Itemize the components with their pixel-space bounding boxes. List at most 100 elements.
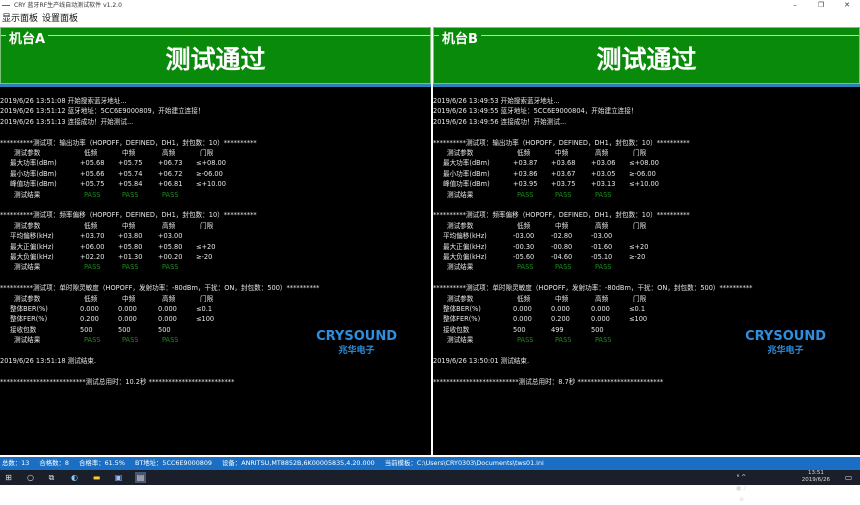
table-cell: +03.70 xyxy=(80,232,105,241)
app-icon-2[interactable]: ▣ xyxy=(114,473,123,482)
table-cell: +05.75 xyxy=(118,159,143,168)
column-header: 高频 xyxy=(595,149,609,157)
browser-icon[interactable]: ◐ xyxy=(71,473,78,482)
folder-icon[interactable]: ▬ xyxy=(92,473,101,482)
table-cell: 接收包数 xyxy=(10,325,37,334)
divider xyxy=(433,84,860,87)
column-header: 测试参数 xyxy=(14,294,41,303)
table-cell: 0.000 xyxy=(591,305,610,313)
pass-result: PASS xyxy=(595,336,612,345)
section-header: **********测试项：频率偏移（HOPOFF，DEFINED，DH1，封包… xyxy=(0,211,257,220)
table-cell: 500 xyxy=(591,325,604,334)
column-header: 中频 xyxy=(122,149,136,157)
table-cell: +03.87 xyxy=(513,159,538,168)
table-cell: -00.80 xyxy=(551,242,573,251)
result-label: 测试结果 xyxy=(447,336,474,345)
table-cell: 整体BER(%) xyxy=(443,305,481,313)
table-cell: ≤0.1 xyxy=(629,305,646,313)
column-header: 低频 xyxy=(517,221,531,230)
table-cell: 0.000 xyxy=(513,305,532,313)
table-cell: 最大功率(dBm) xyxy=(10,159,57,168)
table-cell: 平均偏移(kHz) xyxy=(10,232,54,241)
crysound-logo: CRYSOUND 兆华电子 xyxy=(745,329,826,356)
pass-result: PASS xyxy=(84,336,101,345)
table-cell: ≤+20 xyxy=(629,242,649,251)
column-header: 门限 xyxy=(200,294,214,303)
table-cell: 最大正偏(kHz) xyxy=(443,242,487,251)
clock[interactable]: 13:51 2019/6/26 xyxy=(801,470,830,483)
search-icon[interactable]: ○ xyxy=(27,473,34,482)
close-button[interactable]: ✕ xyxy=(844,1,850,9)
column-header: 高频 xyxy=(595,294,609,303)
table-cell: -02.80 xyxy=(551,232,573,241)
maximize-button[interactable]: ❐ xyxy=(817,1,825,9)
column-header: 高频 xyxy=(595,221,609,230)
log-end-line: 2019/6/26 13:51:18 测试结束. xyxy=(0,357,97,365)
section-header: **********测试项：单时隙灵敏度（HOPOFF，发射功率：-80dBm，… xyxy=(0,284,320,293)
section-header: **********测试项：输出功率（HOPOFF，DEFINED，DH1，封包… xyxy=(0,138,257,147)
table-cell: +05.75 xyxy=(80,180,105,189)
result-label: 测试结果 xyxy=(14,263,41,272)
table-cell: 0.000 xyxy=(118,305,137,313)
table-cell: 峰值功率(dBm) xyxy=(10,180,57,189)
table-cell: 平均偏移(kHz) xyxy=(443,232,487,241)
table-cell: ≤0.1 xyxy=(196,305,213,313)
tray-icons[interactable]: ᴿ ^ ● ♪ ⊕ xyxy=(736,474,747,503)
menu-bar: 显示面板 设置面板 xyxy=(0,11,80,27)
tab-display-panel[interactable]: 显示面板 xyxy=(0,11,41,27)
pass-result: PASS xyxy=(162,190,179,199)
column-header: 门限 xyxy=(200,149,214,157)
table-cell: 499 xyxy=(551,325,564,334)
table-cell: +06.81 xyxy=(158,180,183,189)
section-header: **********测试项：单时隙灵敏度（HOPOFF，发射功率：-80dBm，… xyxy=(433,284,753,293)
station-name: 机台A xyxy=(6,28,49,47)
table-cell: 0.000 xyxy=(513,315,532,324)
column-header: 中频 xyxy=(122,221,136,230)
section-header: **********测试项：输出功率（HOPOFF，DEFINED，DH1，封包… xyxy=(433,138,690,147)
table-cell: 500 xyxy=(80,325,93,334)
column-header: 低频 xyxy=(84,294,98,303)
pass-result: PASS xyxy=(122,263,139,272)
total-time-line: **************************测试总用时：8.7秒 ***… xyxy=(433,377,664,386)
task-view-icon[interactable]: ⧉ xyxy=(48,473,55,482)
table-cell: 0.200 xyxy=(80,315,99,324)
status-template: 当前模板：C:\Users\CRY0303\Documents\tws01.in… xyxy=(384,459,544,467)
title-bar: CRY 蓝牙RF生产线自动测试软件 v1.2.0 – ❐ ✕ xyxy=(0,0,860,11)
table-cell: 500 xyxy=(118,325,131,334)
table-cell: ≥-06.00 xyxy=(629,169,656,178)
tab-settings-panel[interactable]: 设置面板 xyxy=(42,14,79,24)
table-cell: +06.72 xyxy=(158,169,183,178)
column-header: 高频 xyxy=(162,221,176,230)
window-title: CRY 蓝牙RF生产线自动测试软件 v1.2.0 xyxy=(14,2,122,9)
result-banner: 机台B 测试通过 xyxy=(433,27,860,84)
table-cell: 整体FER(%) xyxy=(443,315,481,324)
notification-icon[interactable]: ▭ xyxy=(844,473,853,482)
section-header: **********测试项：频率偏移（HOPOFF，DEFINED，DH1，封包… xyxy=(433,211,690,220)
column-header: 测试参数 xyxy=(447,149,474,157)
table-cell: +03.95 xyxy=(513,180,538,189)
table-cell: 0.000 xyxy=(80,305,99,313)
log-line: 2019/6/26 13:51:12 蓝牙地址：5CC6E9000809，开始建… xyxy=(0,107,205,116)
result-label: 测试结果 xyxy=(447,190,474,199)
start-icon[interactable]: ⊞ xyxy=(5,473,12,482)
pass-result: PASS xyxy=(555,336,572,345)
status-pass-rate: 合格率：61.5% xyxy=(79,459,125,467)
log-line: 2019/6/26 13:49:56 连接成功！开始测试... xyxy=(433,117,567,126)
table-cell: ≤100 xyxy=(629,315,648,324)
column-header: 高频 xyxy=(162,149,176,157)
column-header: 中频 xyxy=(122,294,136,303)
column-header: 高频 xyxy=(162,294,176,303)
station-panel-a: 机台A 测试通过 2019/6/26 13:51:08 开始搜索蓝牙地址... 2… xyxy=(0,27,431,455)
column-header: 门限 xyxy=(633,294,647,303)
minimize-button[interactable]: – xyxy=(793,1,797,9)
column-header: 低频 xyxy=(517,294,531,303)
table-cell: 最大正偏(kHz) xyxy=(10,242,54,251)
table-cell: +05.80 xyxy=(118,242,143,251)
result-label: 测试结果 xyxy=(14,336,41,345)
table-cell: 0.000 xyxy=(118,315,137,324)
table-cell: +03.75 xyxy=(551,180,576,189)
table-cell: +03.05 xyxy=(591,169,616,178)
active-app-icon[interactable]: ▤ xyxy=(135,472,146,483)
table-cell: +05.80 xyxy=(158,242,183,251)
column-header: 低频 xyxy=(84,221,98,230)
